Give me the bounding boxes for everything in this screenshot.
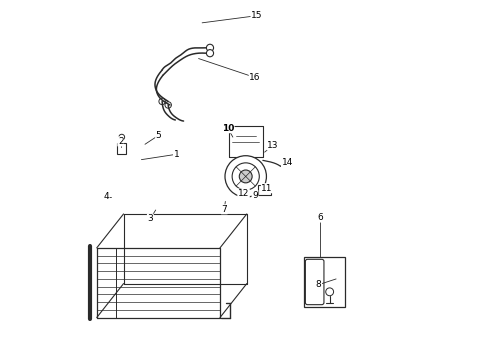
Circle shape <box>165 102 172 108</box>
Text: 2: 2 <box>118 137 123 146</box>
Text: 5: 5 <box>156 131 161 140</box>
Text: 9: 9 <box>252 190 258 199</box>
FancyBboxPatch shape <box>305 259 324 305</box>
Text: 12: 12 <box>238 189 249 198</box>
Circle shape <box>206 50 214 57</box>
Circle shape <box>225 156 267 197</box>
Text: 7: 7 <box>221 205 227 214</box>
Bar <box>304 257 345 307</box>
Text: 15: 15 <box>251 11 263 20</box>
Circle shape <box>206 44 214 51</box>
Circle shape <box>159 98 165 105</box>
Text: 8: 8 <box>316 280 321 289</box>
Text: 13: 13 <box>267 141 279 150</box>
Circle shape <box>326 288 334 296</box>
Circle shape <box>232 163 259 190</box>
Text: 4: 4 <box>103 192 109 201</box>
Circle shape <box>119 134 124 140</box>
Circle shape <box>239 170 252 183</box>
Text: 11: 11 <box>261 184 273 193</box>
Text: 14: 14 <box>281 158 293 167</box>
Text: 16: 16 <box>249 73 261 82</box>
Bar <box>117 143 126 154</box>
Text: 3: 3 <box>147 214 153 223</box>
Text: 1: 1 <box>173 150 179 159</box>
Text: 6: 6 <box>317 213 323 222</box>
Bar <box>258 185 271 195</box>
Text: 10: 10 <box>221 124 234 133</box>
